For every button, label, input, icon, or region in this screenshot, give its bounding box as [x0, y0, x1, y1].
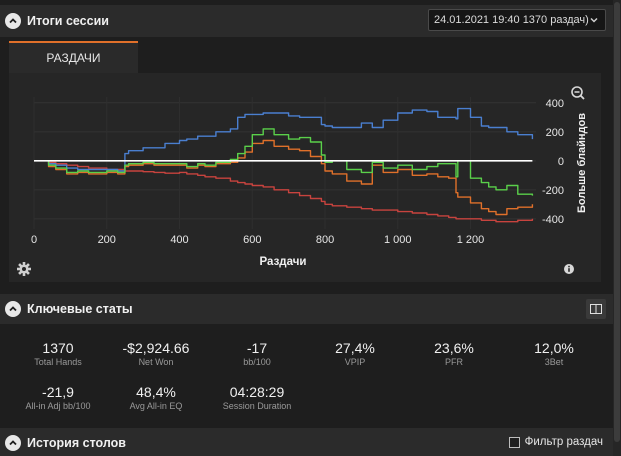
stat-label: Session Duration — [222, 401, 292, 411]
stat-label: PFR — [445, 357, 463, 367]
stat-value: -17 — [246, 340, 268, 356]
chevron-up-icon[interactable] — [5, 435, 21, 451]
stat-3bet: 12,0% 3Bet — [504, 340, 604, 368]
x-tick-label: 200 — [98, 234, 116, 246]
x-tick-label: 600 — [243, 234, 261, 246]
stat-label: 3Bet — [544, 357, 564, 367]
stat-label: Avg All-in EQ — [129, 401, 183, 411]
stat-label: bb/100 — [243, 357, 271, 367]
series-line-blue — [34, 107, 534, 172]
stat-value: 27,4% — [335, 340, 375, 356]
zoom-out-icon[interactable] — [571, 86, 585, 100]
stat-label: Total Hands — [34, 357, 82, 367]
stat-label: All-in Adj bb/100 — [25, 401, 91, 411]
stat-value: 12,0% — [534, 340, 574, 356]
stat-total-hands: 1370 Total Hands — [8, 340, 108, 368]
table-history-title: История столов — [27, 436, 126, 450]
x-axis-label: Раздачи — [260, 256, 307, 268]
stat-value: 23,6% — [434, 340, 474, 356]
key-stats-title: Ключевые статы — [27, 302, 133, 316]
checkbox-icon[interactable] — [508, 436, 520, 448]
x-tick-label: 0 — [31, 234, 37, 246]
chart-panel: 0 200 400 600 800 1 000 1 200 400 200 0 -200 -400 … — [9, 73, 601, 282]
gear-icon[interactable] — [17, 262, 31, 276]
stat-net-won: -$2,924.66 Net Won — [106, 340, 206, 368]
stat-pfr: 23,6% PFR — [404, 340, 504, 368]
session-summary-title: Итоги сессии — [27, 14, 109, 28]
stat-value: -$2,924.66 — [122, 340, 190, 356]
x-tick-label: 1 000 — [384, 234, 412, 246]
stat-bb-100: -17 bb/100 — [207, 340, 307, 368]
chart-tabs: РАЗДАЧИ — [9, 41, 601, 73]
table-history-header: История столов Фильтр раздач — [0, 428, 613, 456]
line-chart: 0 200 400 600 800 1 000 1 200 4002000-200-400 … — [17, 86, 588, 276]
scrollbar-thumb[interactable] — [614, 2, 620, 442]
y-axis-ticks: 400 200 0 -200 -400 — [542, 98, 564, 226]
stat-allin-adj: -21,9 All-in Adj bb/100 — [8, 384, 108, 412]
chart-grid — [33, 97, 536, 229]
y-tick-label: 400 — [546, 98, 564, 110]
series-line-green — [34, 128, 534, 196]
stat-value: 48,4% — [136, 384, 176, 400]
chevron-up-icon[interactable] — [5, 301, 21, 317]
chart-series — [34, 107, 534, 223]
stat-value: 04:28:29 — [229, 384, 285, 400]
session-select-value: 24.01.2021 19:40 1370 раздач) — [434, 14, 589, 26]
tab-hands[interactable]: РАЗДАЧИ — [9, 41, 138, 73]
filter-hands-checkbox[interactable]: Фильтр раздач — [508, 436, 603, 448]
y-tick-label: 200 — [546, 127, 564, 139]
split-layout-icon[interactable] — [586, 299, 606, 319]
scrollbar-track[interactable] — [613, 0, 621, 456]
stat-value: 1370 — [42, 340, 74, 356]
stat-label: Net Won — [138, 357, 174, 367]
x-tick-label: 800 — [316, 234, 334, 246]
session-summary-header: Итоги сессии 24.01.2021 19:40 1370 разда… — [0, 5, 613, 37]
info-icon[interactable] — [564, 264, 574, 274]
stat-vpip: 27,4% VPIP — [305, 340, 405, 368]
y-axis-label: Больше блайндов — [576, 113, 588, 213]
chevron-down-icon — [590, 17, 598, 23]
y-tick-label: -400 — [542, 214, 564, 226]
y-tick-label: 0 — [558, 156, 564, 168]
chevron-up-icon[interactable] — [5, 13, 21, 29]
session-select[interactable]: 24.01.2021 19:40 1370 раздач) — [428, 9, 606, 31]
stat-label: VPIP — [344, 357, 366, 367]
stat-session-duration: 04:28:29 Session Duration — [207, 384, 307, 412]
y-tick-label: -200 — [542, 185, 564, 197]
stat-avg-allin-eq: 48,4% Avg All-in EQ — [106, 384, 206, 412]
filter-hands-label: Фильтр раздач — [524, 436, 603, 448]
stat-value: -21,9 — [42, 384, 74, 400]
key-stats-header: Ключевые статы — [0, 294, 613, 324]
x-axis-ticks: 0 200 400 600 800 1 000 1 200 — [31, 234, 484, 246]
x-tick-label: 1 200 — [457, 234, 485, 246]
x-tick-label: 400 — [170, 234, 188, 246]
